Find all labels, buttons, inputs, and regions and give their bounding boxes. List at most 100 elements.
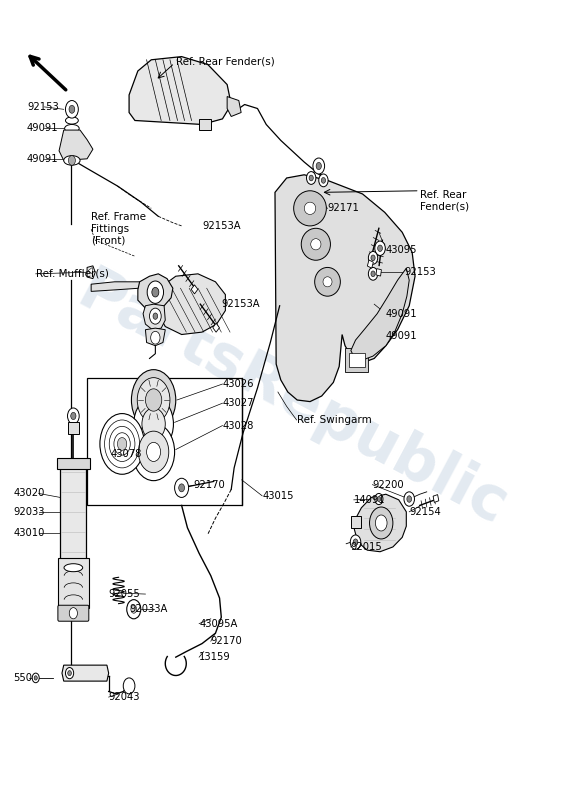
Polygon shape (199, 119, 211, 130)
Text: 43015: 43015 (262, 491, 294, 501)
Text: 43010: 43010 (13, 528, 45, 538)
Polygon shape (275, 174, 415, 402)
Circle shape (66, 667, 74, 678)
Bar (345, 348, 369, 372)
Circle shape (153, 313, 158, 319)
Circle shape (132, 370, 176, 430)
Circle shape (100, 414, 144, 474)
Bar (67, 422, 79, 434)
Text: 49091: 49091 (27, 123, 58, 134)
Text: 14091: 14091 (354, 495, 386, 505)
Text: 43028: 43028 (222, 421, 254, 430)
Ellipse shape (64, 156, 80, 166)
Ellipse shape (301, 228, 331, 260)
Circle shape (150, 308, 161, 324)
Bar (433, 494, 439, 502)
Circle shape (152, 287, 159, 297)
Circle shape (134, 397, 173, 451)
Text: 92033A: 92033A (129, 604, 167, 614)
Circle shape (147, 281, 164, 303)
Text: 13159: 13159 (199, 652, 231, 662)
Text: PartsRepublic: PartsRepublic (68, 262, 517, 538)
Text: 92153: 92153 (405, 267, 436, 278)
Text: 43020: 43020 (13, 489, 45, 498)
Ellipse shape (66, 117, 78, 124)
Circle shape (353, 539, 358, 546)
Polygon shape (87, 266, 95, 278)
Text: Ref. Rear Fender(s): Ref. Rear Fender(s) (176, 56, 274, 66)
Ellipse shape (315, 267, 340, 296)
Ellipse shape (323, 277, 332, 287)
Circle shape (370, 507, 393, 539)
Text: Ref. Frame
Fittings
(Front): Ref. Frame Fittings (Front) (91, 213, 146, 246)
Circle shape (378, 245, 383, 251)
Circle shape (146, 389, 162, 411)
Text: 92170: 92170 (211, 636, 243, 646)
Polygon shape (143, 304, 166, 330)
Polygon shape (157, 274, 225, 334)
Circle shape (371, 255, 375, 261)
Circle shape (376, 515, 387, 531)
Ellipse shape (294, 190, 326, 226)
Polygon shape (351, 268, 410, 360)
Text: 550: 550 (13, 673, 33, 683)
Circle shape (375, 241, 386, 255)
Text: 92153A: 92153A (221, 299, 260, 309)
Circle shape (142, 408, 166, 440)
Text: Ref. Muffler(s): Ref. Muffler(s) (36, 269, 109, 279)
Circle shape (118, 438, 127, 450)
Bar (191, 285, 198, 294)
Polygon shape (146, 328, 166, 346)
Text: 43095A: 43095A (199, 618, 238, 629)
Polygon shape (351, 516, 362, 528)
Circle shape (147, 442, 161, 462)
Circle shape (313, 158, 325, 174)
Circle shape (371, 271, 375, 277)
Circle shape (316, 162, 321, 170)
Bar (376, 269, 381, 276)
Circle shape (319, 174, 328, 186)
Circle shape (34, 676, 37, 680)
FancyBboxPatch shape (58, 606, 89, 622)
Circle shape (71, 412, 76, 419)
Circle shape (321, 178, 325, 183)
Polygon shape (62, 665, 109, 681)
Ellipse shape (304, 202, 316, 214)
Circle shape (307, 171, 316, 184)
Circle shape (131, 606, 137, 614)
Circle shape (178, 484, 184, 492)
Circle shape (69, 608, 77, 619)
Polygon shape (129, 57, 231, 125)
Bar (349, 353, 365, 367)
Circle shape (369, 267, 378, 280)
Text: 43026: 43026 (222, 379, 254, 389)
Polygon shape (227, 97, 241, 117)
Text: 49091: 49091 (386, 309, 418, 318)
Text: 92033: 92033 (13, 507, 45, 517)
Text: 92200: 92200 (373, 480, 404, 490)
Text: 92170: 92170 (193, 481, 225, 490)
Polygon shape (88, 267, 92, 274)
Circle shape (151, 331, 160, 344)
Circle shape (66, 101, 78, 118)
Circle shape (68, 670, 71, 676)
Text: Ref. Swingarm: Ref. Swingarm (297, 415, 371, 425)
Circle shape (67, 408, 79, 424)
Text: 92153A: 92153A (202, 221, 240, 231)
Ellipse shape (64, 564, 82, 572)
Circle shape (139, 431, 169, 473)
Text: 92015: 92015 (351, 542, 383, 552)
Circle shape (69, 106, 75, 114)
Polygon shape (138, 274, 173, 310)
Bar (87, 378, 242, 506)
Circle shape (127, 600, 141, 619)
Text: 49091: 49091 (386, 331, 418, 341)
Circle shape (174, 478, 188, 498)
Circle shape (350, 535, 361, 550)
Text: 43078: 43078 (111, 450, 142, 459)
Circle shape (407, 496, 412, 502)
Text: 92171: 92171 (328, 203, 359, 214)
Polygon shape (91, 282, 140, 291)
Circle shape (377, 497, 381, 502)
Bar (58, 558, 89, 608)
